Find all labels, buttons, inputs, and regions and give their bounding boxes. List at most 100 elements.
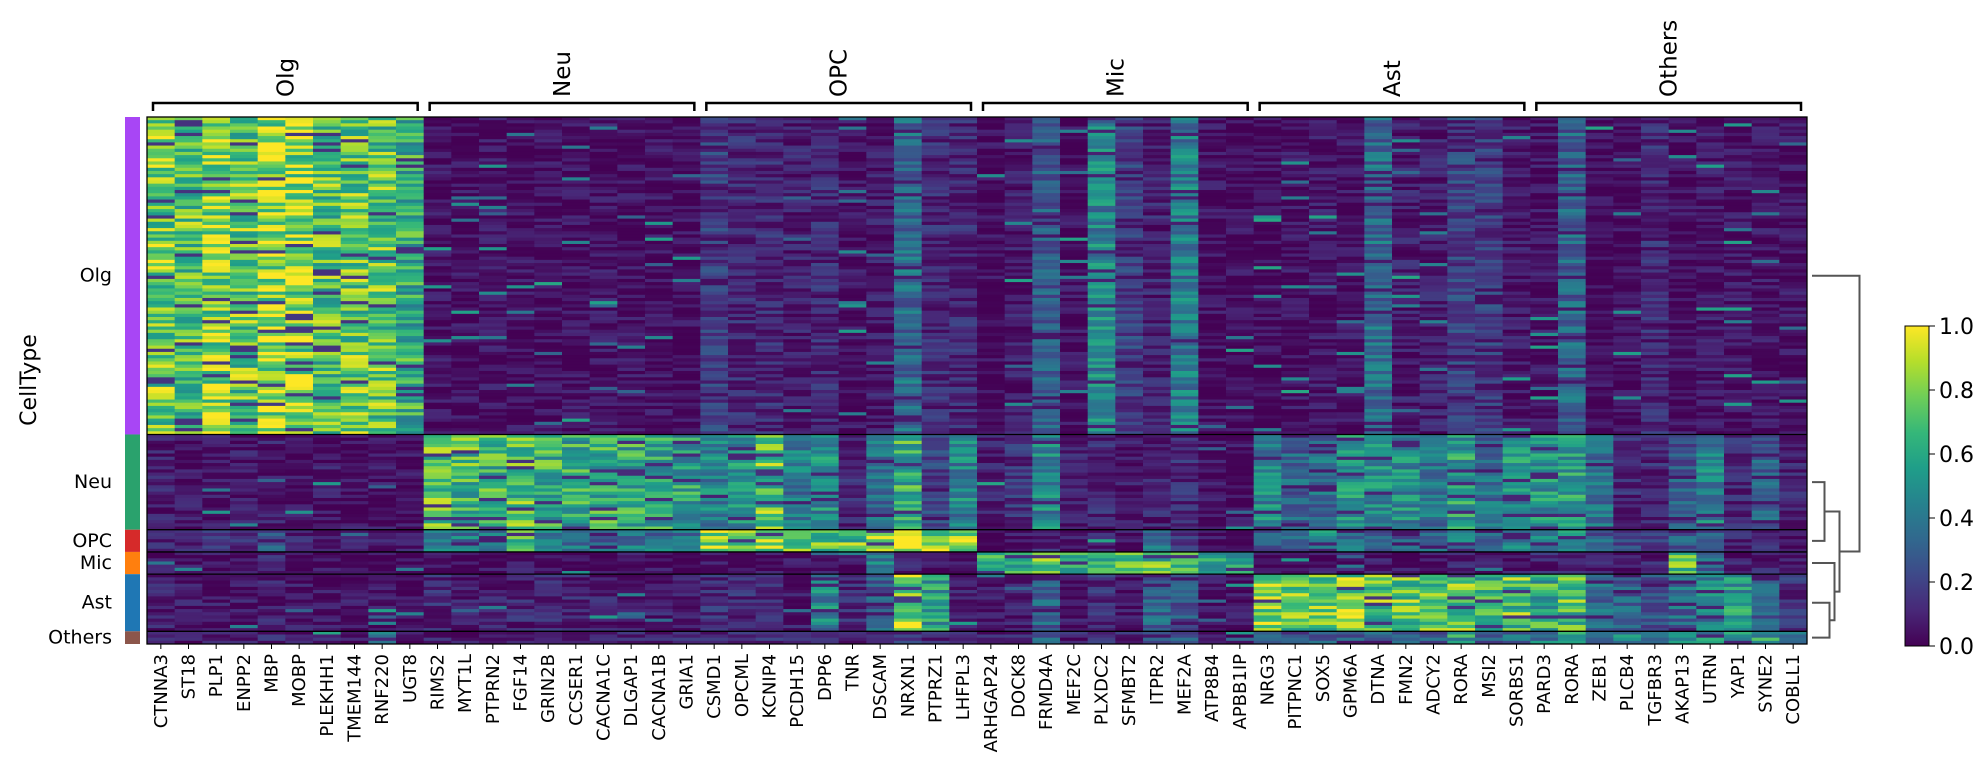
heatmap-cell xyxy=(396,231,425,235)
heatmap-cell xyxy=(1087,329,1116,334)
heatmap-cell xyxy=(534,212,563,216)
heatmap-cell xyxy=(396,158,425,162)
heatmap-cell xyxy=(1336,339,1365,343)
heatmap-cell xyxy=(479,301,508,305)
heatmap-cell xyxy=(285,294,314,299)
heatmap-cell xyxy=(451,123,480,127)
heatmap-cell xyxy=(1143,202,1172,207)
heatmap-cell xyxy=(1253,253,1282,258)
heatmap-cell xyxy=(1336,161,1365,166)
heatmap-cell xyxy=(1724,148,1753,153)
heatmap-cell xyxy=(811,199,840,204)
heatmap-cell xyxy=(1032,282,1061,286)
heatmap-cell xyxy=(396,209,425,213)
heatmap-cell xyxy=(921,285,950,289)
heatmap-cell xyxy=(1475,285,1504,289)
heatmap-cell xyxy=(894,158,923,162)
heatmap-cell xyxy=(1502,339,1531,343)
heatmap-cell xyxy=(811,237,840,242)
heatmap-cell xyxy=(755,228,784,232)
heatmap-cell xyxy=(506,205,535,210)
heatmap-cell xyxy=(1779,361,1807,366)
heatmap-cell xyxy=(423,275,452,280)
heatmap-cell xyxy=(1336,374,1365,378)
heatmap-cell xyxy=(1004,272,1033,277)
heatmap-cell xyxy=(506,151,535,156)
heatmap-cell xyxy=(1170,193,1199,197)
heatmap-cell xyxy=(1585,228,1614,232)
heatmap-cell xyxy=(1198,317,1227,321)
heatmap-cell xyxy=(230,231,259,235)
heatmap-cell xyxy=(1724,294,1753,299)
heatmap-cell xyxy=(1641,205,1670,210)
heatmap-cell xyxy=(1087,358,1116,362)
heatmap-cell xyxy=(894,212,923,216)
heatmap-cell xyxy=(257,358,286,362)
heatmap-cell xyxy=(977,148,1006,153)
heatmap-cell xyxy=(423,329,452,334)
heatmap-cell xyxy=(1585,158,1614,162)
heatmap-cell xyxy=(894,136,923,140)
heatmap-cell xyxy=(1696,323,1725,327)
heatmap-cell xyxy=(1724,190,1753,194)
heatmap-cell xyxy=(811,123,840,127)
heatmap-cell xyxy=(1475,253,1504,258)
heatmap-cell xyxy=(1558,177,1587,181)
heatmap-cell xyxy=(1226,282,1255,286)
heatmap-cell xyxy=(921,240,950,245)
heatmap-cell xyxy=(1502,301,1531,305)
heatmap-cell xyxy=(1309,272,1338,277)
heatmap-cell xyxy=(1309,259,1338,264)
heatmap-cell xyxy=(1032,237,1061,242)
heatmap-cell xyxy=(1392,193,1421,197)
heatmap-cell xyxy=(1198,291,1227,296)
heatmap-cell xyxy=(866,221,895,226)
heatmap-cell xyxy=(1336,320,1365,324)
heatmap-cell xyxy=(340,186,369,191)
heatmap-cell xyxy=(1724,266,1753,270)
heatmap-cell xyxy=(921,361,950,366)
heatmap-cell xyxy=(1447,212,1476,216)
heatmap-cell xyxy=(949,326,978,331)
heatmap-cell xyxy=(949,202,978,207)
heatmap-cell xyxy=(202,136,231,140)
heatmap-cell xyxy=(1668,155,1697,159)
heatmap-cell xyxy=(1087,259,1116,264)
heatmap-cell xyxy=(949,209,978,213)
heatmap-cell xyxy=(1641,370,1670,375)
heatmap-cell xyxy=(949,323,978,327)
heatmap-cell xyxy=(174,183,203,188)
heatmap-cell xyxy=(174,317,203,321)
heatmap-cell xyxy=(534,323,563,327)
heatmap-cell xyxy=(728,209,757,213)
heatmap-cell xyxy=(423,355,452,359)
heatmap-cell xyxy=(147,259,176,264)
heatmap-cell xyxy=(921,355,950,359)
heatmap-cell xyxy=(617,155,646,159)
heatmap-cell xyxy=(1336,297,1365,302)
heatmap-cell xyxy=(728,199,757,204)
heatmap-cell xyxy=(1004,342,1033,346)
heatmap-cell xyxy=(479,155,508,159)
heatmap-cell xyxy=(1585,282,1614,286)
heatmap-cell xyxy=(1309,317,1338,321)
heatmap-cell xyxy=(1724,136,1753,140)
heatmap-cell xyxy=(147,243,176,248)
heatmap-cell xyxy=(285,158,314,162)
heatmap-cell xyxy=(1115,297,1144,302)
heatmap-cell xyxy=(949,193,978,197)
heatmap-cell xyxy=(368,142,397,146)
heatmap-cell xyxy=(1032,329,1061,334)
heatmap-cell xyxy=(838,180,867,185)
heatmap-cell xyxy=(1392,320,1421,324)
heatmap-cell xyxy=(811,367,840,372)
heatmap-cell xyxy=(1558,377,1587,381)
heatmap-cell xyxy=(589,199,618,204)
heatmap-cell xyxy=(838,367,867,372)
heatmap-cell xyxy=(340,209,369,213)
heatmap-cell xyxy=(949,304,978,308)
heatmap-cell xyxy=(1309,205,1338,210)
heatmap-cell xyxy=(423,297,452,302)
heatmap-cell xyxy=(1724,151,1753,156)
